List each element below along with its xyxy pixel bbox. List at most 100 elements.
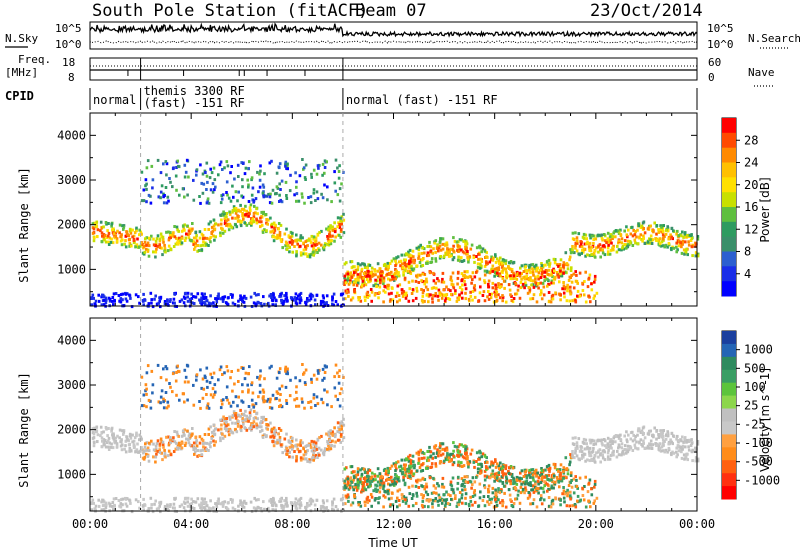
power-mark [334,158,338,162]
power-mark [299,244,302,248]
power-mark [334,189,337,193]
power-mark [528,263,531,267]
velocity-mark [271,434,275,438]
power-mark [394,277,397,281]
power-mark [493,267,497,271]
power-mark [305,299,309,303]
power-mark [498,262,501,265]
velocity-mark [134,450,137,454]
velocity-mark [339,424,342,428]
velocity-mark [498,467,501,470]
power-mark [198,195,201,198]
power-mark [145,236,149,240]
power-mark [415,286,418,290]
power-mark [555,271,559,274]
velocity-mark [326,403,329,407]
velocity-mark [91,436,95,440]
power-mark [175,241,179,245]
velocity-mark [207,433,210,436]
power-mark [527,278,531,282]
velocity-mark [156,363,160,367]
velocity-mark [682,453,686,457]
power-mark [438,291,441,295]
power-mark [235,225,239,229]
power-mark [452,249,455,253]
power-mark [562,281,565,284]
velocity-mark [432,452,435,456]
power-mark [274,223,277,227]
power-mark [629,241,632,245]
velocity-mark [479,490,482,494]
power-mark [382,279,386,283]
velocity-mark [595,496,599,500]
power-mark [327,243,331,247]
power-mark [225,191,228,194]
power-mark [609,238,612,242]
power-mark [408,287,412,291]
power-mark [685,235,688,239]
power-mark [655,238,659,242]
velocity-mark [247,372,250,376]
velocity-mark [201,396,205,400]
velocity-mark [142,457,146,461]
power-mark [411,299,415,303]
velocity-mark [185,437,188,441]
power-mark [293,245,296,248]
velocity-mark [254,416,257,420]
velocity-mark [288,394,292,398]
velocity-mark [331,439,334,443]
power-mark [165,201,169,205]
power-mark [159,232,163,236]
power-mark [570,266,573,270]
velocity-mark [492,505,496,509]
power-mark [295,192,299,196]
velocity-mark [421,469,425,472]
power-mark [256,170,259,174]
velocity-mark [234,412,238,415]
power-mark [529,297,532,301]
power-mark [383,284,386,288]
power-mark [321,162,325,166]
velocity-mark [346,482,350,486]
power-mark [550,281,553,285]
velocity-mark [618,444,621,448]
velocity-mark [318,436,321,440]
velocity-mark [509,479,512,483]
power-mark [263,228,266,232]
power-mark [382,289,385,293]
velocity-mark [544,468,547,472]
power-mark [312,237,315,241]
velocity-mark [158,504,161,508]
power-mark [349,271,352,275]
velocity-mark [315,395,319,399]
power-mark [343,274,347,278]
velocity-mark [648,446,651,450]
velocity-mark [147,449,151,453]
power-mark [108,299,112,303]
velocity-mark [198,435,202,439]
power-mark [295,185,298,189]
velocity-mark [159,437,163,441]
velocity-mark [491,463,495,467]
power-mark [332,292,336,296]
velocity-mark [634,435,637,438]
power-mark [171,185,174,189]
velocity-mark [561,492,564,496]
power-mark [524,283,528,287]
power-mark [283,232,287,236]
power-mark [571,250,574,254]
velocity-mark [497,473,500,477]
power-mark [247,200,251,203]
velocity-mark [641,444,644,448]
velocity-mark [374,497,377,500]
velocity-mark [432,491,436,495]
velocity-mark [247,388,250,392]
power-mark [315,172,319,176]
power-mark [180,241,184,245]
power-mark [160,235,163,239]
power-mark [503,286,506,290]
velocity-mark [685,440,688,444]
velocity-mark [317,446,321,450]
velocity-mark [163,448,166,452]
velocity-mark [530,468,533,472]
